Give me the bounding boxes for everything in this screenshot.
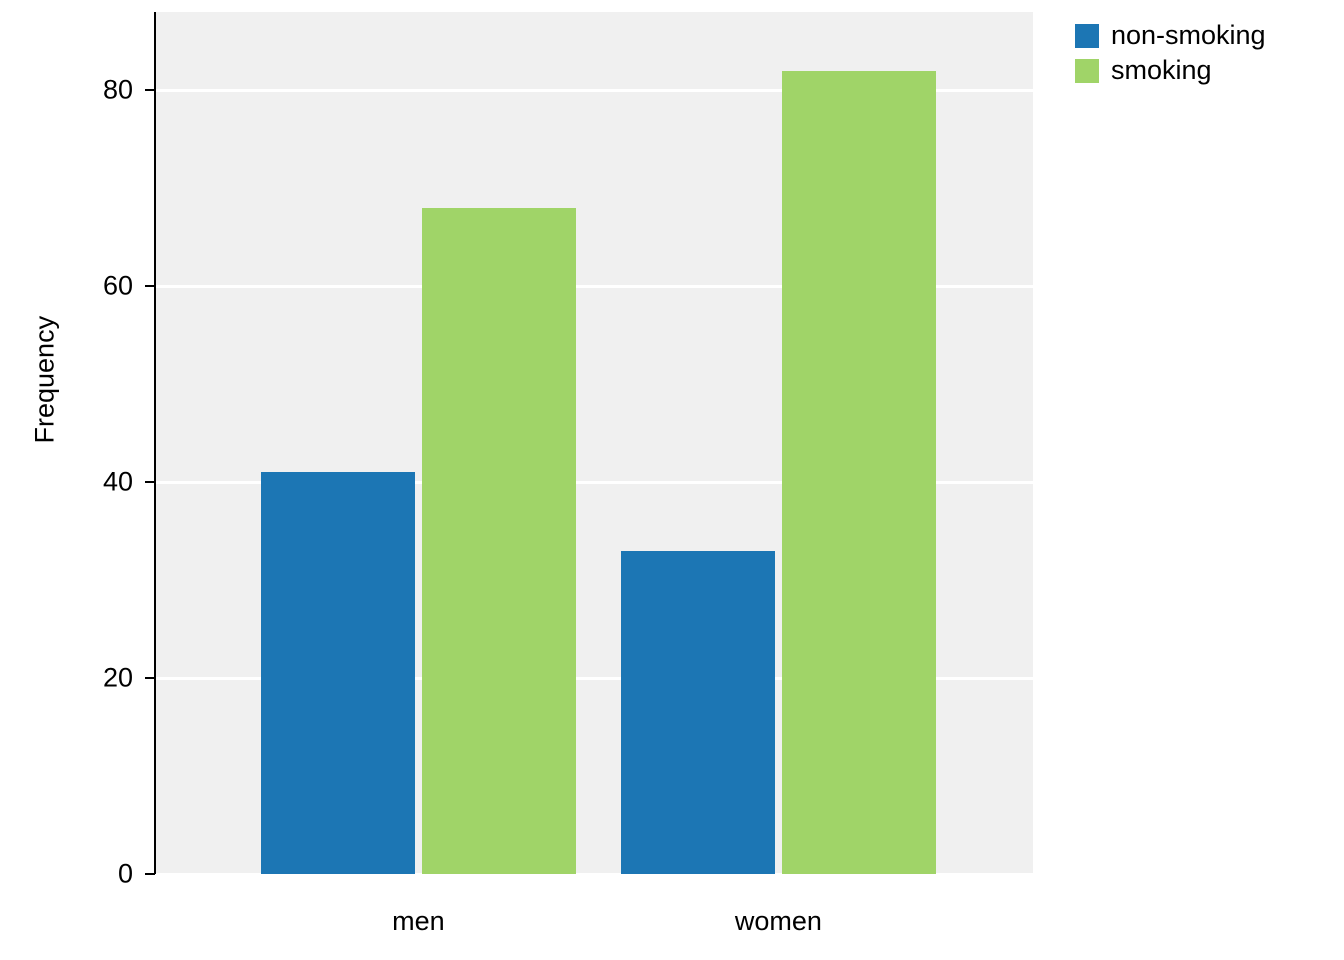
y-tick [145,481,155,483]
legend-swatch [1075,24,1099,48]
legend: non-smoking smoking [1075,20,1266,90]
legend-label: smoking [1111,55,1212,86]
y-axis-line [154,12,156,874]
legend-swatch [1075,59,1099,83]
bar-men-smoking [422,208,576,874]
y-axis-title-text: Frequency [30,316,60,444]
y-tick [145,89,155,91]
y-tick [145,285,155,287]
bar-men-non-smoking [261,472,415,874]
legend-label: non-smoking [1111,20,1266,51]
legend-item-smoking: smoking [1075,55,1266,86]
y-tick-label: 20 [0,663,133,694]
y-tick [145,873,155,875]
y-tick-label: 60 [0,271,133,302]
y-tick-label: 40 [0,467,133,498]
y-tick-label: 80 [0,75,133,106]
x-tick-label: women [735,906,822,937]
plot-area [155,12,1033,874]
legend-item-non-smoking: non-smoking [1075,20,1266,51]
x-tick-label: men [392,906,445,937]
y-tick-label: 0 [0,859,133,890]
y-tick [145,677,155,679]
bar-chart: Frequency non-smoking smoking 0 20 40 60 80 me… [0,0,1344,960]
bar-women-smoking [782,71,936,874]
bar-women-non-smoking [621,551,775,874]
